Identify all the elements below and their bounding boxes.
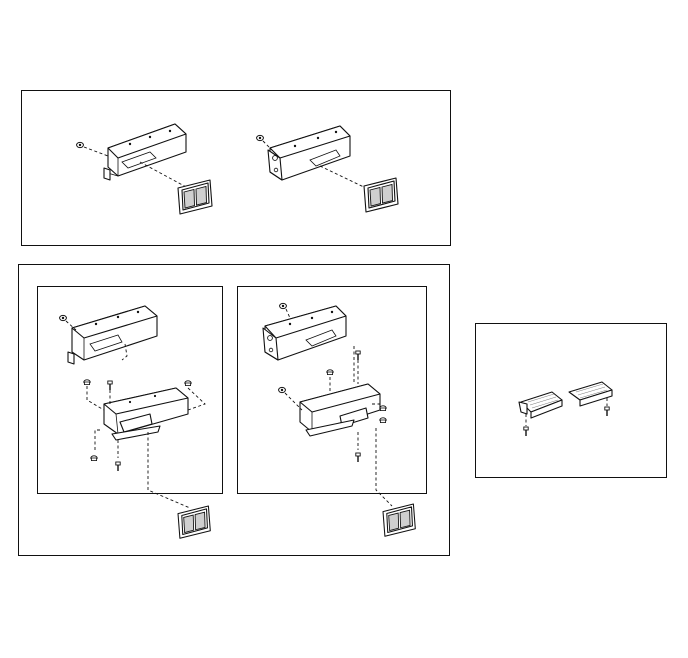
- bolt-icon: [278, 386, 286, 394]
- right-bracket-exploded-view: [237, 286, 427, 494]
- nut-icon: [83, 379, 91, 386]
- bracket-housing-icon: [262, 305, 347, 361]
- lamp-lens-icon: [518, 391, 563, 419]
- left-bracket-exploded-assembly: [59, 305, 211, 539]
- bolt-icon: [604, 406, 610, 417]
- bolt-icon: [256, 134, 264, 142]
- lamp-lens-icon: [382, 503, 416, 537]
- bolt-icon: [115, 461, 121, 472]
- right-lamp-bracket-view: [256, 125, 399, 213]
- lamp-lens-icon: [177, 179, 213, 215]
- bolt-icon: [76, 141, 84, 149]
- nut-icon: [379, 417, 387, 424]
- nut-icon: [184, 380, 192, 387]
- left-bracket-exploded-view: [37, 286, 223, 494]
- bracket-housing-icon: [67, 305, 158, 365]
- top-assembly-panel: [21, 90, 451, 246]
- right-bracket-exploded-assembly: [262, 302, 416, 537]
- bolt-icon: [59, 314, 67, 322]
- side-lamp-panel: [475, 323, 667, 478]
- bracket-housing-icon: [103, 123, 187, 181]
- bolt-icon: [279, 302, 287, 310]
- bracket-housing-icon: [299, 383, 381, 437]
- lamp-lens-icon: [568, 381, 613, 407]
- lamp-lens-icon: [177, 505, 211, 539]
- nut-icon: [379, 405, 387, 412]
- left-lamp-bracket-view: [76, 123, 213, 215]
- lamp-lens-icon: [363, 177, 399, 213]
- bracket-housing-icon: [267, 125, 351, 181]
- nut-icon: [326, 369, 334, 376]
- bolt-icon: [523, 426, 529, 437]
- nut-icon: [90, 455, 98, 462]
- bolt-icon: [355, 350, 361, 361]
- bracket-housing-icon: [103, 387, 189, 441]
- side-lamp-pair-view: [518, 381, 613, 437]
- bolt-icon: [355, 452, 361, 463]
- bolt-icon: [107, 380, 113, 391]
